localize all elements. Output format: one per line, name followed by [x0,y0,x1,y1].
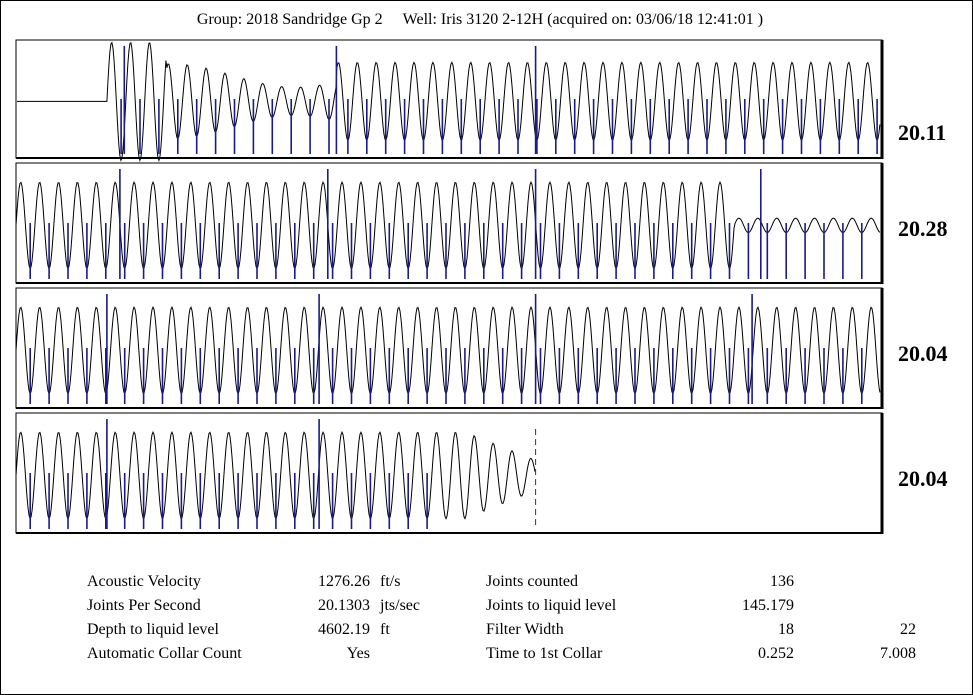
depth-unit: ft [380,621,390,638]
panel-2-jps: 20.28 [898,216,948,241]
filter-width-extra: 22 [900,621,916,638]
acoustic-velocity-label: Acoustic Velocity [87,573,201,590]
report-header: Group: 2018 Sandridge Gp 2 Well: Iris 31… [0,11,960,29]
depth-value: 4602.19 [318,621,370,638]
panel-3-jps: 20.04 [898,341,948,366]
joints-counted-label: Joints counted [486,573,578,590]
panel-1-trace [17,41,881,163]
acoustic-velocity-value: 1276.26 [318,573,370,590]
acoustic-velocity-unit: ft/s [380,573,401,590]
acoustic-trace-panels [15,39,884,534]
joints-counted-value: 136 [770,573,794,590]
time-first-collar-extra: 7.008 [880,645,916,662]
well-label: Well: Iris 3120 2-12H (acquired on: 03/0… [402,11,764,28]
joints-per-second-unit: jts/sec [380,597,420,614]
panel-1-border [15,39,883,159]
auto-collar-value: Yes [346,645,370,662]
panel-4-jps: 20.04 [898,466,948,491]
joints-per-second-value: 20.1303 [318,597,370,614]
panel-2-border [15,162,883,284]
panel-2-trace [15,180,881,270]
filter-width-value: 18 [778,621,794,638]
time-first-collar-label: Time to 1st Collar [486,645,603,662]
panel-1-jps: 20.11 [898,120,947,145]
panel-4-border [15,412,883,534]
joints-per-second-label: Joints Per Second [87,597,201,614]
depth-label: Depth to liquid level [87,621,219,638]
panel-3-trace [15,305,881,395]
joints-to-liquid-value: 145.179 [742,597,794,614]
auto-collar-label: Automatic Collar Count [87,645,242,662]
joints-to-liquid-label: Joints to liquid level [486,597,617,614]
time-first-collar-value: 0.252 [758,645,794,662]
filter-width-label: Filter Width [486,621,564,638]
group-label: Group: 2018 Sandridge Gp 2 [196,11,383,28]
